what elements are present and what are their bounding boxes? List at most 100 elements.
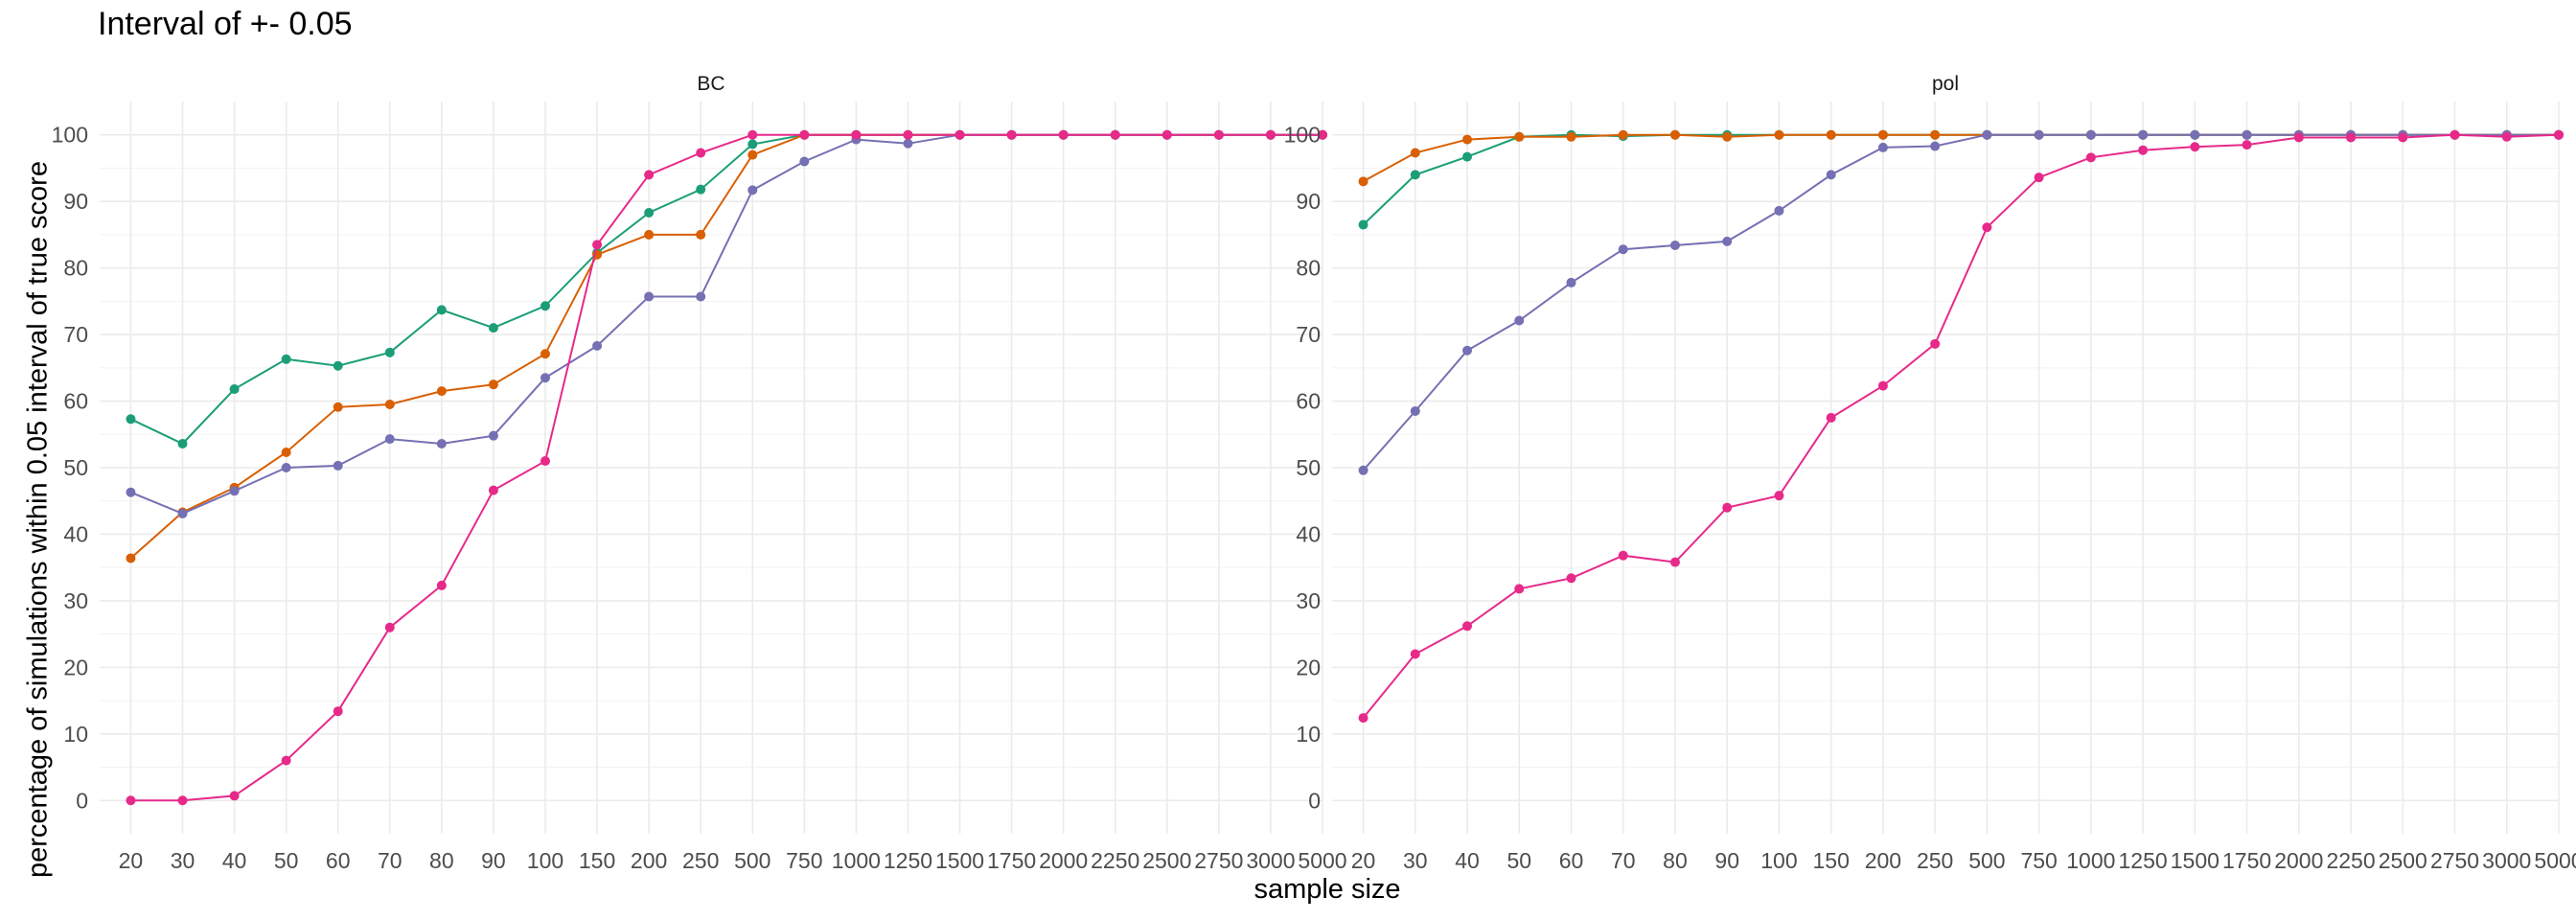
- data-point: [1669, 557, 1680, 567]
- y-tick-label: 10: [1296, 722, 1321, 747]
- x-tick-label: 100: [1760, 848, 1797, 873]
- y-tick-label: 60: [63, 389, 88, 414]
- data-point: [696, 184, 706, 195]
- data-point: [384, 347, 395, 357]
- data-point: [1774, 129, 1784, 140]
- y-tick-label: 70: [63, 322, 88, 347]
- panel-pol: pol 0 10 20 30 40 50 60 70 80 90 100 20 30 40 50 60 70 80 9…: [1284, 73, 2576, 873]
- data-point: [2293, 132, 2304, 143]
- data-point: [696, 148, 706, 158]
- data-point: [281, 755, 291, 766]
- data-point: [903, 129, 913, 140]
- x-tick-label: 500: [1968, 848, 2005, 873]
- data-point: [799, 129, 810, 140]
- data-point: [1566, 573, 1576, 584]
- data-point: [177, 438, 188, 448]
- data-point: [1514, 315, 1525, 326]
- data-point: [2138, 145, 2149, 155]
- x-tick-label: 150: [1812, 848, 1849, 873]
- data-point: [644, 229, 655, 240]
- data-point: [2398, 132, 2408, 143]
- data-point: [1462, 134, 1473, 145]
- data-point: [1462, 345, 1473, 356]
- data-point: [177, 508, 188, 518]
- y-tick-label: 10: [63, 722, 88, 747]
- data-point: [488, 485, 498, 495]
- data-point: [436, 305, 447, 315]
- x-tick-label: 1750: [2222, 848, 2271, 873]
- series-line-1: [129, 133, 1322, 446]
- y-tick-label: 20: [1296, 655, 1321, 679]
- data-point: [2138, 129, 2149, 140]
- x-tick-label: 500: [734, 848, 770, 873]
- data-point: [1930, 129, 1941, 140]
- data-point: [333, 402, 343, 412]
- x-tick-label: 90: [1714, 848, 1739, 873]
- x-tick-label: 30: [171, 848, 196, 873]
- y-tick-label: 70: [1296, 322, 1321, 347]
- facet-label: pol: [1932, 73, 1959, 95]
- data-point: [2242, 129, 2252, 140]
- data-point: [281, 463, 291, 472]
- x-tick-label: 750: [786, 848, 822, 873]
- data-point: [126, 553, 136, 564]
- data-point: [954, 129, 965, 140]
- data-point: [1410, 649, 1420, 659]
- x-tick-label: 250: [682, 848, 719, 873]
- x-tick-label: 50: [1506, 848, 1531, 873]
- data-point: [1877, 129, 1888, 140]
- data-point: [281, 448, 291, 458]
- data-point: [281, 354, 291, 364]
- data-point: [1462, 621, 1473, 632]
- data-point: [2190, 129, 2200, 140]
- x-tick-label: 2250: [2326, 848, 2375, 873]
- y-tick-label: 80: [63, 256, 88, 281]
- x-tick-label: 1000: [832, 848, 881, 873]
- data-point: [1265, 129, 1276, 140]
- data-point: [1058, 129, 1069, 140]
- x-tick-label: 40: [1455, 848, 1480, 873]
- data-point: [1566, 277, 1576, 288]
- data-point: [540, 373, 550, 383]
- x-tick-label: 40: [222, 848, 247, 873]
- data-point: [126, 487, 136, 497]
- data-point: [1410, 170, 1420, 180]
- x-tick-label: 150: [579, 848, 615, 873]
- data-point: [384, 622, 395, 632]
- series-line-4: [1362, 133, 2560, 719]
- data-point: [1877, 142, 1888, 152]
- x-tick-label: 200: [631, 848, 667, 873]
- data-point: [436, 438, 447, 448]
- data-point: [1774, 491, 1784, 501]
- x-tick-label: 750: [2020, 848, 2057, 873]
- x-tick-label: 80: [1663, 848, 1688, 873]
- data-point: [436, 580, 447, 590]
- data-point: [126, 414, 136, 425]
- data-point: [1162, 129, 1172, 140]
- data-point: [1358, 176, 1368, 187]
- data-point: [1514, 584, 1525, 594]
- data-point: [799, 156, 810, 167]
- x-tick-label: 60: [1559, 848, 1584, 873]
- data-point: [177, 795, 188, 806]
- data-point: [592, 340, 603, 351]
- data-point: [540, 301, 550, 311]
- x-tick-label: 20: [119, 848, 144, 873]
- x-tick-label: 80: [429, 848, 454, 873]
- y-tick-label: 90: [63, 189, 88, 214]
- data-point: [1462, 151, 1473, 162]
- facet-label: BC: [697, 73, 724, 95]
- data-point: [2501, 131, 2512, 142]
- data-point: [644, 291, 655, 302]
- series-line-4: [130, 133, 1322, 802]
- series-line-3: [1362, 133, 2559, 472]
- data-point: [2085, 152, 2096, 163]
- data-point: [1930, 141, 1941, 151]
- y-tick-label: 100: [52, 123, 88, 148]
- data-point: [1358, 713, 1368, 724]
- x-tick-label: 2500: [1142, 848, 1191, 873]
- data-point: [488, 323, 498, 334]
- data-point: [540, 456, 550, 467]
- data-point: [436, 386, 447, 397]
